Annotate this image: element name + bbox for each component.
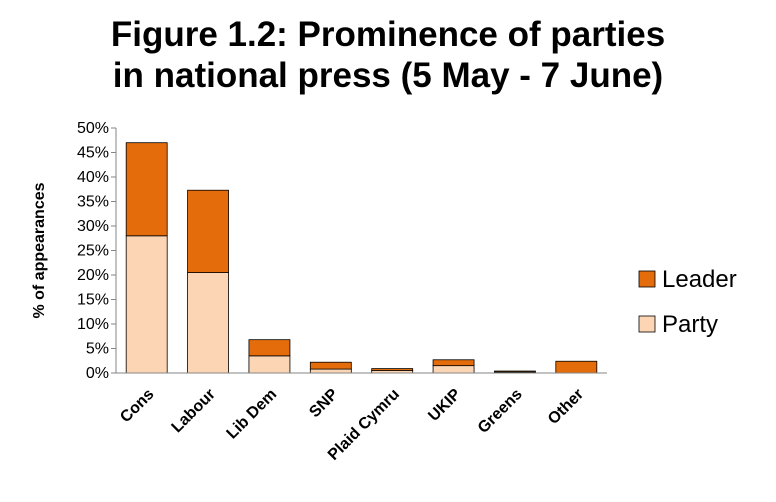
bar-leader bbox=[187, 189, 229, 273]
bar-leader bbox=[309, 361, 352, 370]
y-tick-label: 5% bbox=[86, 341, 109, 358]
bar-party bbox=[309, 368, 352, 374]
x-category-label: Greens bbox=[475, 386, 526, 437]
chart-title-line2: in national press (5 May - 7 June) bbox=[112, 56, 664, 95]
bar-leader bbox=[555, 360, 598, 374]
y-tick-label: 30% bbox=[77, 218, 109, 235]
x-category-label: UKIP bbox=[425, 386, 464, 425]
x-category-label: Labour bbox=[169, 386, 219, 436]
y-tick-label: 45% bbox=[77, 145, 109, 162]
y-tick-label: 35% bbox=[77, 194, 109, 211]
y-tick-label: 0% bbox=[86, 365, 109, 382]
x-category-label: Other bbox=[545, 386, 587, 428]
bar-party bbox=[248, 355, 291, 374]
x-category-label: Cons bbox=[117, 386, 157, 426]
y-axis-title: % of appearances bbox=[31, 182, 48, 318]
bar-party bbox=[187, 272, 229, 374]
bar-leader bbox=[432, 359, 475, 367]
bar-leader bbox=[125, 142, 168, 237]
bar-leader bbox=[371, 368, 414, 371]
legend-swatch-party bbox=[638, 315, 656, 333]
x-category-label: Lib Dem bbox=[224, 386, 281, 443]
y-tick-label: 20% bbox=[77, 267, 109, 284]
bar-party bbox=[125, 235, 168, 374]
legend-label-party: Party bbox=[662, 311, 718, 338]
bar-leader bbox=[494, 370, 536, 373]
chart-title: Figure 1.2: Prominence of parties in nat… bbox=[0, 14, 776, 96]
y-tick-label: 15% bbox=[77, 292, 109, 309]
bar-leader bbox=[248, 339, 291, 357]
y-tick-label: 25% bbox=[77, 243, 109, 260]
bar-party bbox=[432, 365, 475, 374]
y-tick-label: 40% bbox=[77, 169, 109, 186]
y-tick-label: 50% bbox=[77, 120, 109, 137]
x-category-label: SNP bbox=[306, 386, 342, 422]
y-tick-label: 10% bbox=[77, 316, 109, 333]
legend-swatch-leader bbox=[638, 270, 656, 288]
legend-label-leader: Leader bbox=[662, 266, 737, 293]
chart-title-line1: Figure 1.2: Prominence of parties bbox=[110, 15, 666, 54]
